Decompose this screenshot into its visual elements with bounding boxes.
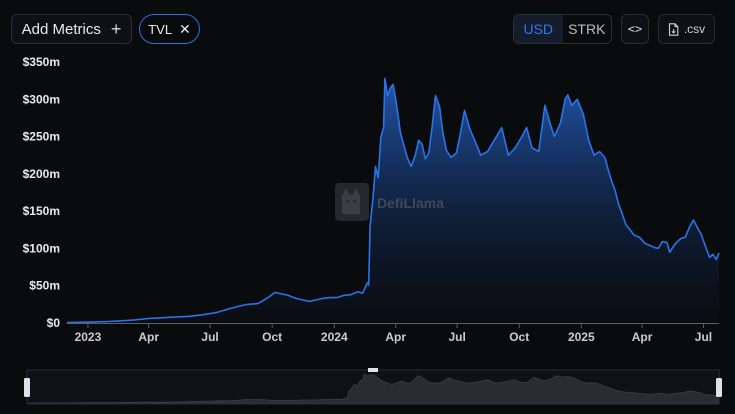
x-tick-label: 2024 <box>321 330 348 344</box>
brush-drag-grip[interactable] <box>368 368 378 372</box>
file-icon <box>668 22 679 36</box>
x-tick-label: Oct <box>262 330 282 344</box>
currency-strk-button[interactable]: STRK <box>568 21 606 37</box>
defillama-watermark: DefiLlama <box>335 183 444 221</box>
tvl-metric-chip[interactable]: TVL ✕ <box>139 14 200 44</box>
download-csv-button[interactable]: .csv <box>658 14 715 44</box>
add-metrics-label: Add Metrics <box>21 20 101 38</box>
y-tick-label: $0 <box>47 316 61 330</box>
x-tick-label: Apr <box>385 330 406 344</box>
y-tick-label: $300m <box>23 92 60 106</box>
y-tick-label: $150m <box>23 204 60 218</box>
tvl-area-fill <box>67 78 719 324</box>
x-tick-label: 2025 <box>568 330 595 344</box>
y-axis: $0 $50m $100m $150m $200m $250m $300m $350m <box>23 55 61 330</box>
brush-preview-area <box>27 373 719 404</box>
x-tick-label: Jul <box>201 330 218 344</box>
currency-toggle: USD STRK <box>513 14 612 44</box>
code-icon: <> <box>627 22 643 36</box>
x-tick-label: Oct <box>509 330 529 344</box>
embed-code-button[interactable]: <> <box>621 14 649 44</box>
plus-icon: + <box>110 19 122 39</box>
add-metrics-button[interactable]: Add Metrics + <box>11 14 132 44</box>
brush-right-handle[interactable] <box>716 378 722 397</box>
y-tick-label: $50m <box>29 279 60 293</box>
x-tick-label: Jul <box>448 330 465 344</box>
x-tick-label: 2023 <box>75 330 102 344</box>
y-tick-label: $100m <box>23 241 60 255</box>
currency-usd-button[interactable]: USD <box>514 15 563 43</box>
tvl-chip-label: TVL <box>148 21 173 37</box>
watermark-text: DefiLlama <box>377 195 444 211</box>
close-icon[interactable]: ✕ <box>179 20 191 37</box>
range-brush[interactable] <box>24 368 722 405</box>
y-tick-label: $200m <box>23 167 60 181</box>
x-tick-label: Jul <box>695 330 712 344</box>
x-tick-label: Apr <box>138 330 159 344</box>
y-tick-label: $350m <box>23 55 60 69</box>
brush-left-handle[interactable] <box>24 378 30 397</box>
x-axis: 2023 Apr Jul Oct 2024 Apr Jul Oct 2025 Apr Jul <box>67 323 719 344</box>
llama-logo-icon <box>335 183 369 221</box>
x-tick-label: Apr <box>632 330 653 344</box>
csv-label: .csv <box>683 22 706 36</box>
y-tick-label: $250m <box>23 130 60 144</box>
tvl-series-line <box>66 77 720 324</box>
